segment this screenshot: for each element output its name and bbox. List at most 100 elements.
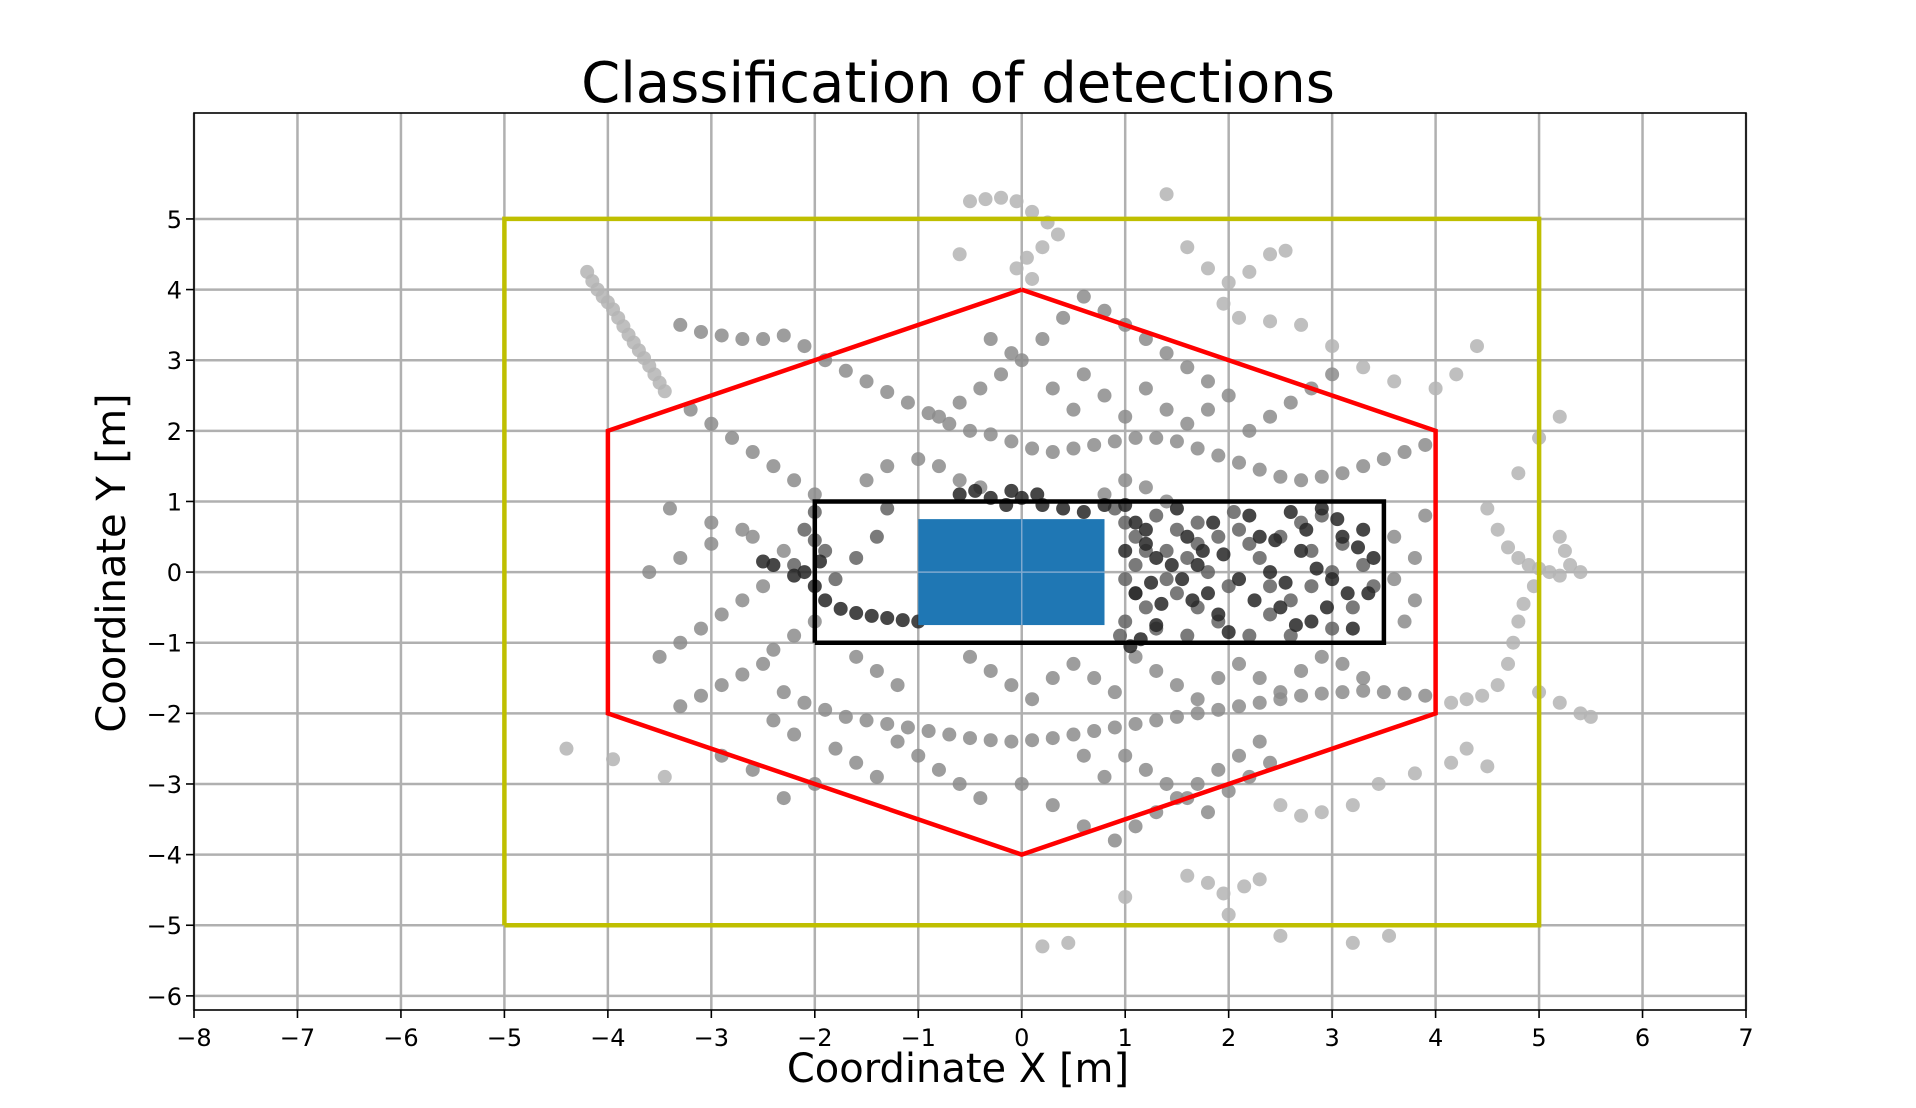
detection-point (1066, 402, 1081, 417)
detection-point (1025, 204, 1040, 219)
detection-point (1252, 872, 1267, 887)
detection-point (1273, 685, 1288, 700)
detection-point (1169, 709, 1184, 724)
detection-point (1340, 586, 1355, 601)
y-tick-label: 2 (167, 418, 182, 446)
detection-point (1376, 452, 1391, 467)
detection-point (1190, 776, 1205, 791)
detection-point (1128, 716, 1143, 731)
detection-point (1376, 685, 1391, 700)
detection-point (1252, 550, 1267, 565)
inner-rectangle-outline (812, 499, 1387, 645)
detection-point (606, 752, 621, 767)
detection-point (714, 328, 729, 343)
detection-point (859, 713, 874, 728)
detection-point (864, 608, 879, 623)
outer-square-outline (502, 216, 1542, 928)
detection-point (1501, 540, 1516, 555)
detection-point (1490, 678, 1505, 693)
detection-point (1273, 469, 1288, 484)
detection-point (1563, 558, 1578, 573)
x-tick-label: −1 (901, 1024, 936, 1052)
x-tick-label: −5 (487, 1024, 522, 1052)
detection-point (1232, 572, 1247, 587)
detection-point (880, 459, 895, 474)
detection-point (1221, 388, 1236, 403)
detection-point (787, 568, 802, 583)
detection-point (859, 374, 874, 389)
y-tick-label: −3 (147, 771, 182, 799)
detection-point (1030, 487, 1045, 502)
detection-point (559, 741, 574, 756)
detection-point (994, 190, 1009, 205)
detection-point (1361, 586, 1376, 601)
detection-point (1480, 501, 1495, 516)
detection-point (952, 487, 967, 502)
detection-point (900, 720, 915, 735)
detection-point (1252, 462, 1267, 477)
detection-point (1407, 766, 1422, 781)
x-tick-labels: −8 −7 −6 −5 −4 −3 −2 −1 0 1 2 3 4 5 6 7 (176, 1010, 1754, 1052)
detection-point (1128, 558, 1143, 573)
detection-point (1304, 543, 1319, 558)
detection-point (766, 713, 781, 728)
detection-point (1263, 579, 1278, 594)
detection-point (662, 501, 677, 516)
detection-point (1263, 314, 1278, 329)
detection-point (1552, 529, 1567, 544)
detection-point (1169, 678, 1184, 693)
detection-point (1097, 303, 1112, 318)
detection-point (973, 791, 988, 806)
detection-point (673, 550, 688, 565)
hexagon-outline (605, 287, 1438, 857)
detection-point (849, 649, 864, 664)
detection-point (1128, 529, 1143, 544)
detection-point (1164, 558, 1179, 573)
detection-point (1283, 395, 1298, 410)
detection-point (1232, 455, 1247, 470)
y-axis-label: Coordinate Y [m] (89, 393, 135, 732)
detection-point (1552, 695, 1567, 710)
detection-point (1557, 543, 1572, 558)
detection-point (1113, 628, 1128, 643)
detection-point (1226, 505, 1241, 520)
detection-point (1506, 635, 1521, 650)
detection-point (1216, 547, 1231, 562)
detection-point (1211, 448, 1226, 463)
detection-point (1206, 515, 1221, 530)
detection-point (797, 339, 812, 354)
detection-point (1035, 939, 1050, 954)
detection-point (895, 613, 910, 628)
detection-point (1128, 515, 1143, 530)
detection-point (1066, 656, 1081, 671)
detection-point (756, 579, 771, 594)
detection-point (735, 593, 750, 608)
x-tick-label: −2 (797, 1024, 832, 1052)
detection-point (1107, 685, 1122, 700)
detection-point (1237, 879, 1252, 894)
zone-shapes (502, 216, 1542, 928)
detection-point (963, 649, 977, 664)
detection-point (1273, 798, 1288, 813)
detection-point (911, 748, 926, 763)
detection-point (1366, 550, 1381, 565)
detection-point (1459, 692, 1474, 707)
detection-point (756, 554, 771, 569)
detection-point (1335, 685, 1350, 700)
detection-point (1314, 805, 1329, 820)
detection-point (1190, 441, 1205, 456)
detection-point (1325, 572, 1340, 587)
x-tick-label: 0 (1014, 1024, 1029, 1052)
detection-point (1107, 833, 1122, 848)
detection-point (1444, 755, 1459, 770)
detection-point (818, 702, 833, 717)
detection-point (1252, 671, 1267, 686)
detection-point (735, 522, 750, 537)
detection-point (1325, 339, 1340, 354)
detection-point (1025, 271, 1040, 286)
detection-point (1314, 649, 1329, 664)
detection-point (1200, 875, 1215, 890)
detection-point (673, 317, 688, 332)
detection-point (1387, 572, 1402, 587)
detection-point (1283, 593, 1298, 608)
